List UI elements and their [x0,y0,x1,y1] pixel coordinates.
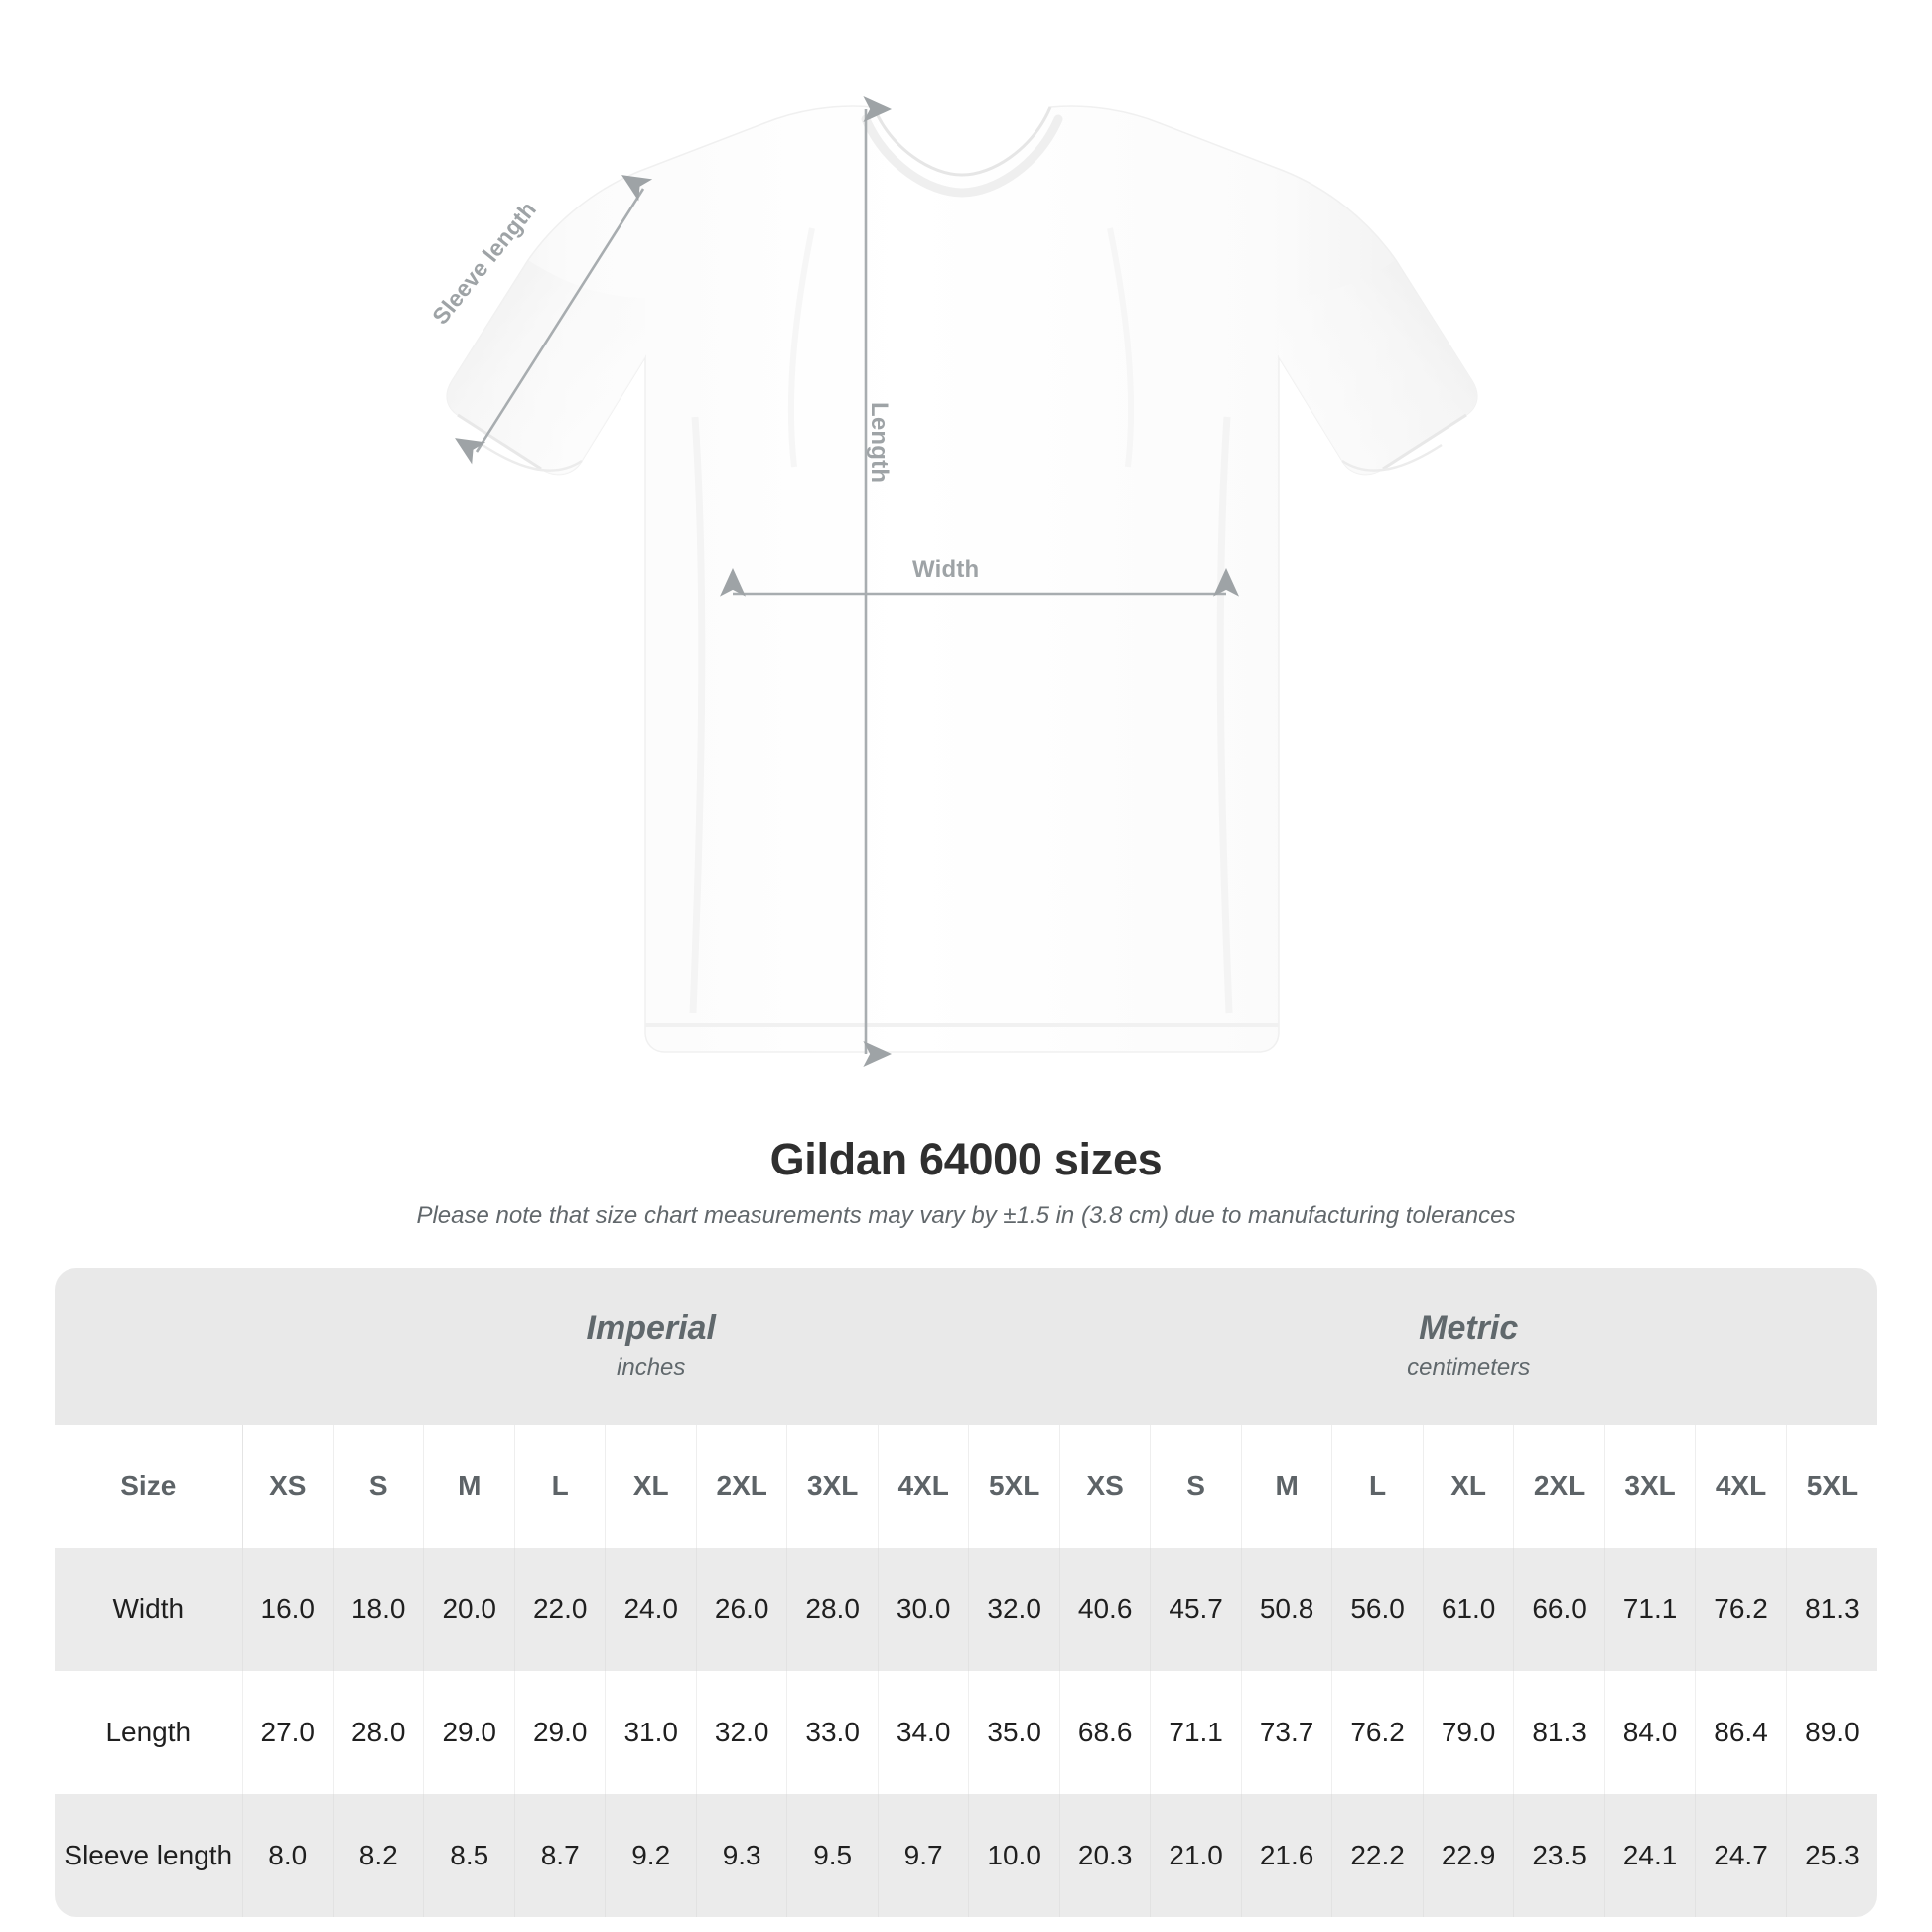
metric-title: Metric [1419,1309,1519,1347]
size-header-metric-m: M [1241,1425,1333,1548]
cell-length-imperial-xs: 27.0 [242,1671,335,1794]
tshirt-diagram-svg [446,96,1478,1067]
cell-length-metric-m: 73.7 [1241,1671,1333,1794]
cell-width-metric-s: 45.7 [1150,1548,1242,1671]
cell-sleeve-imperial-5xl: 10.0 [968,1794,1060,1917]
width-dimension-label: Width [912,556,980,583]
table-row: Length 27.0 28.0 29.0 29.0 31.0 32.0 33.… [55,1671,1877,1794]
cell-length-metric-5xl: 89.0 [1786,1671,1877,1794]
cell-sleeve-imperial-l: 8.7 [514,1794,607,1917]
cell-sleeve-metric-l: 22.2 [1331,1794,1424,1917]
cell-width-metric-xl: 61.0 [1423,1548,1515,1671]
cell-length-metric-4xl: 86.4 [1695,1671,1787,1794]
cell-width-imperial-5xl: 32.0 [968,1548,1060,1671]
cell-sleeve-imperial-xl: 9.2 [605,1794,697,1917]
cell-length-imperial-xl: 31.0 [605,1671,697,1794]
unit-system-row: Imperial inches Metric centimeters [55,1268,1877,1425]
size-header-imperial-2xl: 2XL [696,1425,788,1548]
imperial-title: Imperial [586,1309,716,1347]
cell-width-imperial-3xl: 28.0 [786,1548,879,1671]
cell-width-imperial-m: 20.0 [423,1548,515,1671]
cell-length-metric-xl: 79.0 [1423,1671,1515,1794]
metric-unit-header: Metric centimeters [1059,1268,1877,1425]
size-header-metric-4xl: 4XL [1695,1425,1787,1548]
size-header-metric-3xl: 3XL [1604,1425,1697,1548]
imperial-subtitle: inches [617,1353,686,1381]
tshirt-illustration: Sleeve length Length Width [427,96,1478,1067]
size-chart-table: Imperial inches Metric centimeters Size … [55,1268,1877,1917]
size-chart-heading: Gildan 64000 sizes Please note that size… [0,1135,1932,1230]
table-row: Width 16.0 18.0 20.0 22.0 24.0 26.0 28.0… [55,1548,1877,1671]
cell-width-imperial-s: 18.0 [333,1548,425,1671]
size-header-imperial-5xl: 5XL [968,1425,1060,1548]
cell-sleeve-imperial-3xl: 9.5 [786,1794,879,1917]
cell-sleeve-metric-s: 21.0 [1150,1794,1242,1917]
size-header-imperial-xl: XL [605,1425,697,1548]
cell-sleeve-metric-3xl: 24.1 [1604,1794,1697,1917]
size-header-imperial-4xl: 4XL [878,1425,970,1548]
size-header-imperial-xs: XS [242,1425,335,1548]
row-label-width: Width [55,1548,243,1671]
cell-width-imperial-xl: 24.0 [605,1548,697,1671]
size-header-imperial-l: L [514,1425,607,1548]
cell-width-metric-m: 50.8 [1241,1548,1333,1671]
cell-width-imperial-xs: 16.0 [242,1548,335,1671]
cell-length-metric-2xl: 81.3 [1513,1671,1605,1794]
cell-length-metric-xs: 68.6 [1059,1671,1152,1794]
cell-width-metric-l: 56.0 [1331,1548,1424,1671]
cell-width-metric-xs: 40.6 [1059,1548,1152,1671]
cell-sleeve-imperial-xs: 8.0 [242,1794,335,1917]
size-header-row: Size XS S M L XL 2XL 3XL 4XL 5XL XS S M … [55,1425,1877,1548]
cell-length-imperial-l: 29.0 [514,1671,607,1794]
cell-sleeve-imperial-2xl: 9.3 [696,1794,788,1917]
cell-sleeve-metric-xs: 20.3 [1059,1794,1152,1917]
cell-sleeve-imperial-s: 8.2 [333,1794,425,1917]
cell-length-imperial-4xl: 34.0 [878,1671,970,1794]
cell-width-metric-5xl: 81.3 [1786,1548,1877,1671]
length-dimension-label: Length [866,402,893,483]
cell-length-imperial-3xl: 33.0 [786,1671,879,1794]
size-header-imperial-3xl: 3XL [786,1425,879,1548]
sleeve-length-arrow [455,175,653,465]
row-label-length: Length [55,1671,243,1794]
tolerance-note: Please note that size chart measurements… [416,1201,1516,1229]
cell-length-imperial-s: 28.0 [333,1671,425,1794]
measurement-lines [455,96,1239,1067]
metric-subtitle: centimeters [1407,1353,1531,1381]
cell-length-imperial-5xl: 35.0 [968,1671,1060,1794]
size-header-metric-5xl: 5XL [1786,1425,1877,1548]
size-chart-table-container: Imperial inches Metric centimeters Size … [55,1268,1877,1917]
size-header-imperial-m: M [423,1425,515,1548]
cell-sleeve-metric-2xl: 23.5 [1513,1794,1605,1917]
cell-length-imperial-2xl: 32.0 [696,1671,788,1794]
size-header-metric-xs: XS [1059,1425,1152,1548]
size-header-metric-s: S [1150,1425,1242,1548]
cell-width-metric-4xl: 76.2 [1695,1548,1787,1671]
cell-width-imperial-4xl: 30.0 [878,1548,970,1671]
table-row: Sleeve length 8.0 8.2 8.5 8.7 9.2 9.3 9.… [55,1794,1877,1917]
cell-sleeve-metric-m: 21.6 [1241,1794,1333,1917]
cell-width-imperial-l: 22.0 [514,1548,607,1671]
imperial-unit-header: Imperial inches [242,1268,1060,1425]
cell-sleeve-imperial-4xl: 9.7 [878,1794,970,1917]
size-header-metric-2xl: 2XL [1513,1425,1605,1548]
size-header-metric-xl: XL [1423,1425,1515,1548]
cell-width-metric-3xl: 71.1 [1604,1548,1697,1671]
unit-row-spacer [55,1268,243,1425]
size-header-metric-l: L [1331,1425,1424,1548]
row-label-sleeve-length: Sleeve length [55,1794,243,1917]
cell-width-metric-2xl: 66.0 [1513,1548,1605,1671]
cell-length-imperial-m: 29.0 [423,1671,515,1794]
cell-width-imperial-2xl: 26.0 [696,1548,788,1671]
cell-sleeve-metric-5xl: 25.3 [1786,1794,1877,1917]
cell-sleeve-metric-xl: 22.9 [1423,1794,1515,1917]
cell-length-metric-l: 76.2 [1331,1671,1424,1794]
cell-length-metric-s: 71.1 [1150,1671,1242,1794]
cell-length-metric-3xl: 84.0 [1604,1671,1697,1794]
cell-sleeve-metric-4xl: 24.7 [1695,1794,1787,1917]
size-header-imperial-s: S [333,1425,425,1548]
page-title: Gildan 64000 sizes [769,1134,1163,1184]
size-header-label: Size [55,1425,243,1548]
cell-sleeve-imperial-m: 8.5 [423,1794,515,1917]
